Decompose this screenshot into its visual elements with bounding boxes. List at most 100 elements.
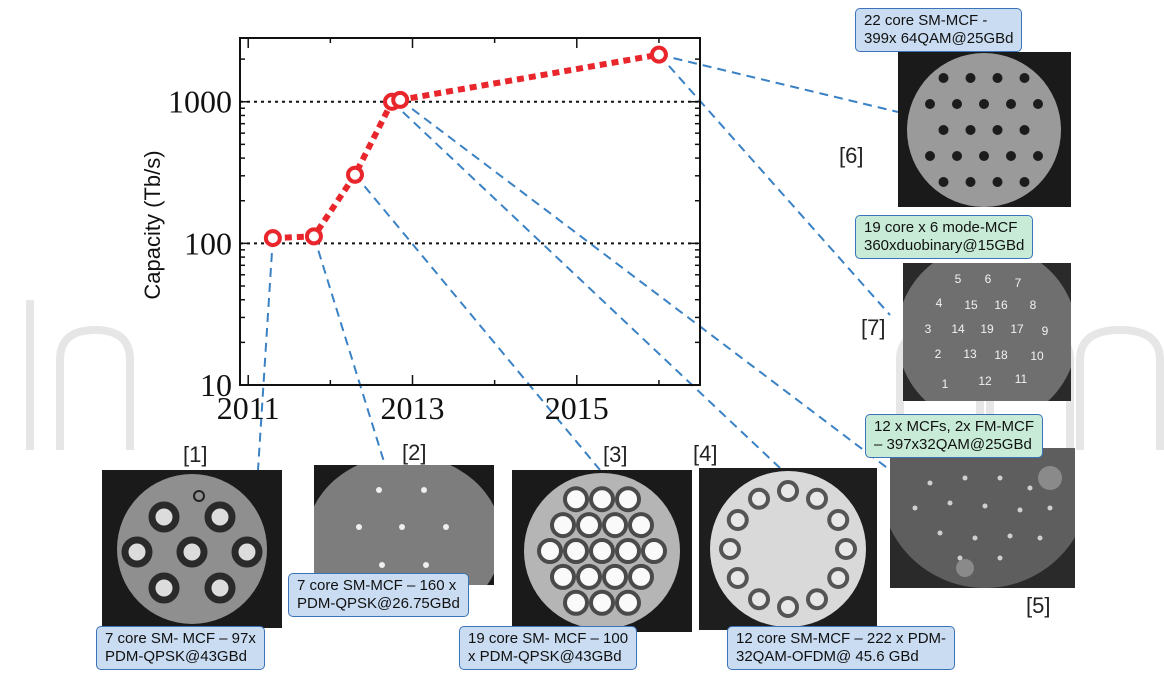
gridlines [240,100,700,245]
y-tick-label: 10 [200,367,232,403]
caption-ref-5: 12 x MCFs, 2x FM-MCF – 397x32QAM@25GBd [865,414,1043,458]
y-tick-labels: 10 100 1000 [168,84,232,403]
leader-line [399,99,891,471]
data-point [346,165,364,184]
fiber-image-7core-ring [102,470,282,628]
core-number-label: 5 [955,272,962,286]
fiber-image-7core-points [314,465,494,585]
caption-ref-6: 22 core SM-MCF - 399x 64QAM@25GBd [855,8,1023,52]
core-number-label: 11 [1015,372,1028,386]
fiber-core [563,538,589,564]
fiber-core [827,567,850,589]
fiber-core [1006,99,1016,109]
leader-line [354,174,601,471]
fiber-core [938,125,949,135]
fiber-core [777,480,799,502]
core-number-label: 3 [925,322,932,336]
x-tick-label: 2013 [381,390,445,426]
core-number-label: 16 [994,298,1008,312]
fiber-core [806,487,828,510]
fiber-core [589,538,615,564]
axis-ticks [240,38,700,386]
fiber-core [938,177,949,187]
core-number-label: 13 [963,347,977,361]
fiber-core [1019,125,1030,135]
x-tick-label: 2011 [217,390,280,426]
data-point [649,45,668,64]
caption-ref-1: 7 core SM- MCF – 97x PDM-QPSK@43GBd [96,626,265,670]
fiber-core [748,487,770,510]
fiber-core [806,588,828,611]
fiber-core [979,151,989,161]
fiber-core [1033,151,1043,161]
ref-label-2: [2] [402,440,427,465]
core-number-label: 18 [994,348,1008,362]
y-tick-label: 1000 [168,84,232,120]
fiber-core [835,538,857,560]
core-number-label: 15 [964,298,978,312]
fiber-core [925,99,935,109]
fiber-core [563,486,589,513]
fiber-core [748,588,770,611]
fiber-core [641,538,667,564]
plot-frame [239,37,701,386]
y-tick-label: 100 [184,225,232,261]
data-point [304,227,323,246]
core-number-label: 19 [980,322,994,336]
ref-label-5: [5] [1026,593,1051,618]
core-number-label: 1 [942,377,949,391]
fiber-core [550,512,576,539]
data-point [391,90,410,109]
leader-line [658,53,899,113]
fiber-core [563,589,589,616]
fiber-core [1019,73,1030,83]
fiber-core [1033,99,1043,109]
x-tick-label: 2015 [545,390,609,426]
data-point [263,229,282,248]
ref-label-6: [6] [839,143,864,168]
fiber-core [726,509,749,531]
ref-label-4: [4] [693,441,718,466]
fiber-image-multi-mcf [890,448,1075,588]
fiber-core [615,589,641,616]
core-number-label: 7 [1015,276,1022,290]
ref-label-3: [3] [603,442,628,467]
fiber-core [602,512,628,539]
x-tick-labels: 2011 2013 2015 [217,390,609,426]
fiber-core [952,99,962,109]
core-number-label: 4 [936,296,943,310]
fiber-core [576,563,602,590]
fiber-core [602,563,628,590]
core-number-label: 9 [1042,324,1049,338]
fiber-core [537,538,563,564]
fiber-core [589,486,615,513]
core-number-label: 8 [1030,298,1037,312]
fiber-core [726,567,749,589]
fiber-core [777,596,799,618]
core-number-label: 14 [951,322,965,336]
leader-lines [257,53,899,471]
y-axis-label: Capacity (Tb/s) [140,150,165,299]
fiber-image-22core [898,52,1071,207]
ref-label-7: [7] [861,315,886,340]
fiber-core [615,486,641,513]
capacity-markers [263,45,668,248]
core-number-label: 6 [985,272,992,286]
fiber-core [952,151,962,161]
fiber-core [965,177,976,187]
core-number-label: 2 [935,347,942,361]
core-number-label: 12 [978,374,992,388]
core-number-label: 17 [1010,322,1024,336]
fiber-core [992,125,1003,135]
capacity-line [272,51,660,242]
fiber-core [1019,177,1030,187]
fiber-core [589,589,615,616]
leader-line [658,53,891,316]
fiber-core [719,538,741,560]
fiber-core [965,125,976,135]
fiber-core [1006,151,1016,161]
leader-line [257,238,274,471]
fiber-core [965,73,976,83]
fiber-core [628,512,654,539]
